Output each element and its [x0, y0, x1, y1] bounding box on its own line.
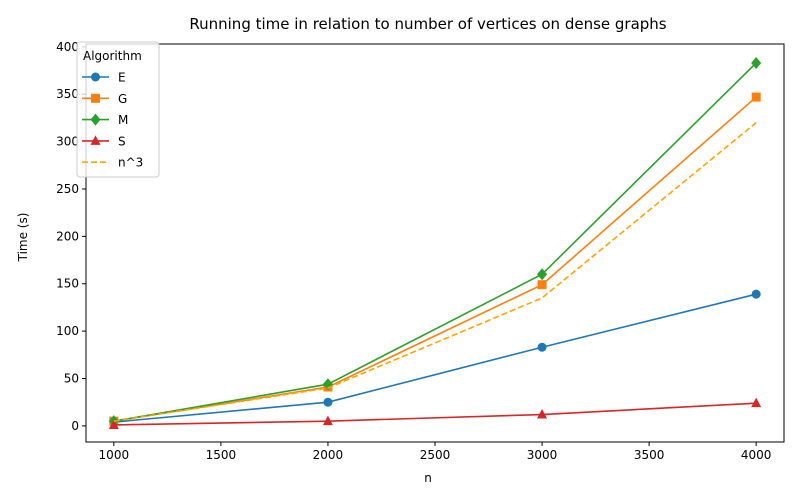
series-line — [113, 402, 757, 426]
data-point — [751, 289, 761, 299]
series-line — [113, 293, 757, 423]
legend-item-n^3: n^3 — [82, 156, 143, 170]
legend-item-E: E — [82, 71, 126, 85]
legend-item-M: M — [82, 113, 128, 127]
data-point — [322, 415, 333, 426]
series-line — [113, 122, 757, 422]
legend-label: E — [118, 71, 126, 85]
x-tick-label: 4000 — [741, 448, 772, 462]
axes: 1000 1500 2000 2500 3000 3500 4000 0 50 100 150 200… — [56, 40, 785, 462]
y-tick-label: 150 — [56, 277, 79, 291]
legend-label: G — [118, 92, 127, 106]
x-tick-label: 2500 — [420, 448, 451, 462]
series-n^3 — [113, 122, 757, 422]
legend-label: M — [118, 113, 128, 127]
y-tick-label: 250 — [56, 182, 79, 196]
plot-frame — [85, 43, 785, 443]
series-layer — [108, 56, 762, 429]
data-point — [537, 342, 547, 352]
y-tick-label: 300 — [56, 135, 79, 149]
y-tick-label: 100 — [56, 324, 79, 338]
y-tick-label: 50 — [64, 372, 79, 386]
series-M — [108, 56, 762, 428]
data-point — [537, 268, 548, 281]
x-tick-label: 3500 — [634, 448, 665, 462]
legend-title: Algorithm — [83, 49, 142, 63]
legend-marker — [90, 135, 101, 145]
x-axis-label: n — [424, 471, 432, 485]
series-S — [108, 397, 762, 429]
series-line — [113, 96, 757, 422]
legend-item-S: S — [82, 134, 126, 148]
x-tick-label: 1500 — [206, 448, 237, 462]
data-point — [108, 419, 119, 429]
legend-label: n^3 — [118, 156, 143, 170]
legend-marker — [91, 72, 100, 82]
legend-label: S — [118, 134, 126, 148]
y-tick-label: 400 — [56, 40, 79, 54]
y-tick-label: 200 — [56, 229, 79, 243]
x-tick-label: 3000 — [527, 448, 558, 462]
y-tick-label: 350 — [56, 87, 79, 101]
x-tick-label: 1000 — [99, 448, 130, 462]
legend-item-G: G — [82, 92, 127, 106]
chart-title: Running time in relation to number of ve… — [189, 15, 666, 33]
data-point — [537, 280, 547, 290]
data-point — [323, 397, 333, 407]
y-axis-label: Time (s) — [16, 213, 30, 263]
series-line — [113, 62, 757, 422]
legend-marker — [90, 113, 101, 126]
x-tick-label: 2000 — [313, 448, 344, 462]
series-G — [109, 92, 761, 426]
data-point — [537, 409, 548, 419]
legend-marker — [91, 93, 100, 103]
y-tick-label: 0 — [71, 419, 79, 433]
data-point — [751, 397, 762, 408]
data-point — [751, 56, 762, 69]
data-point — [751, 92, 761, 102]
